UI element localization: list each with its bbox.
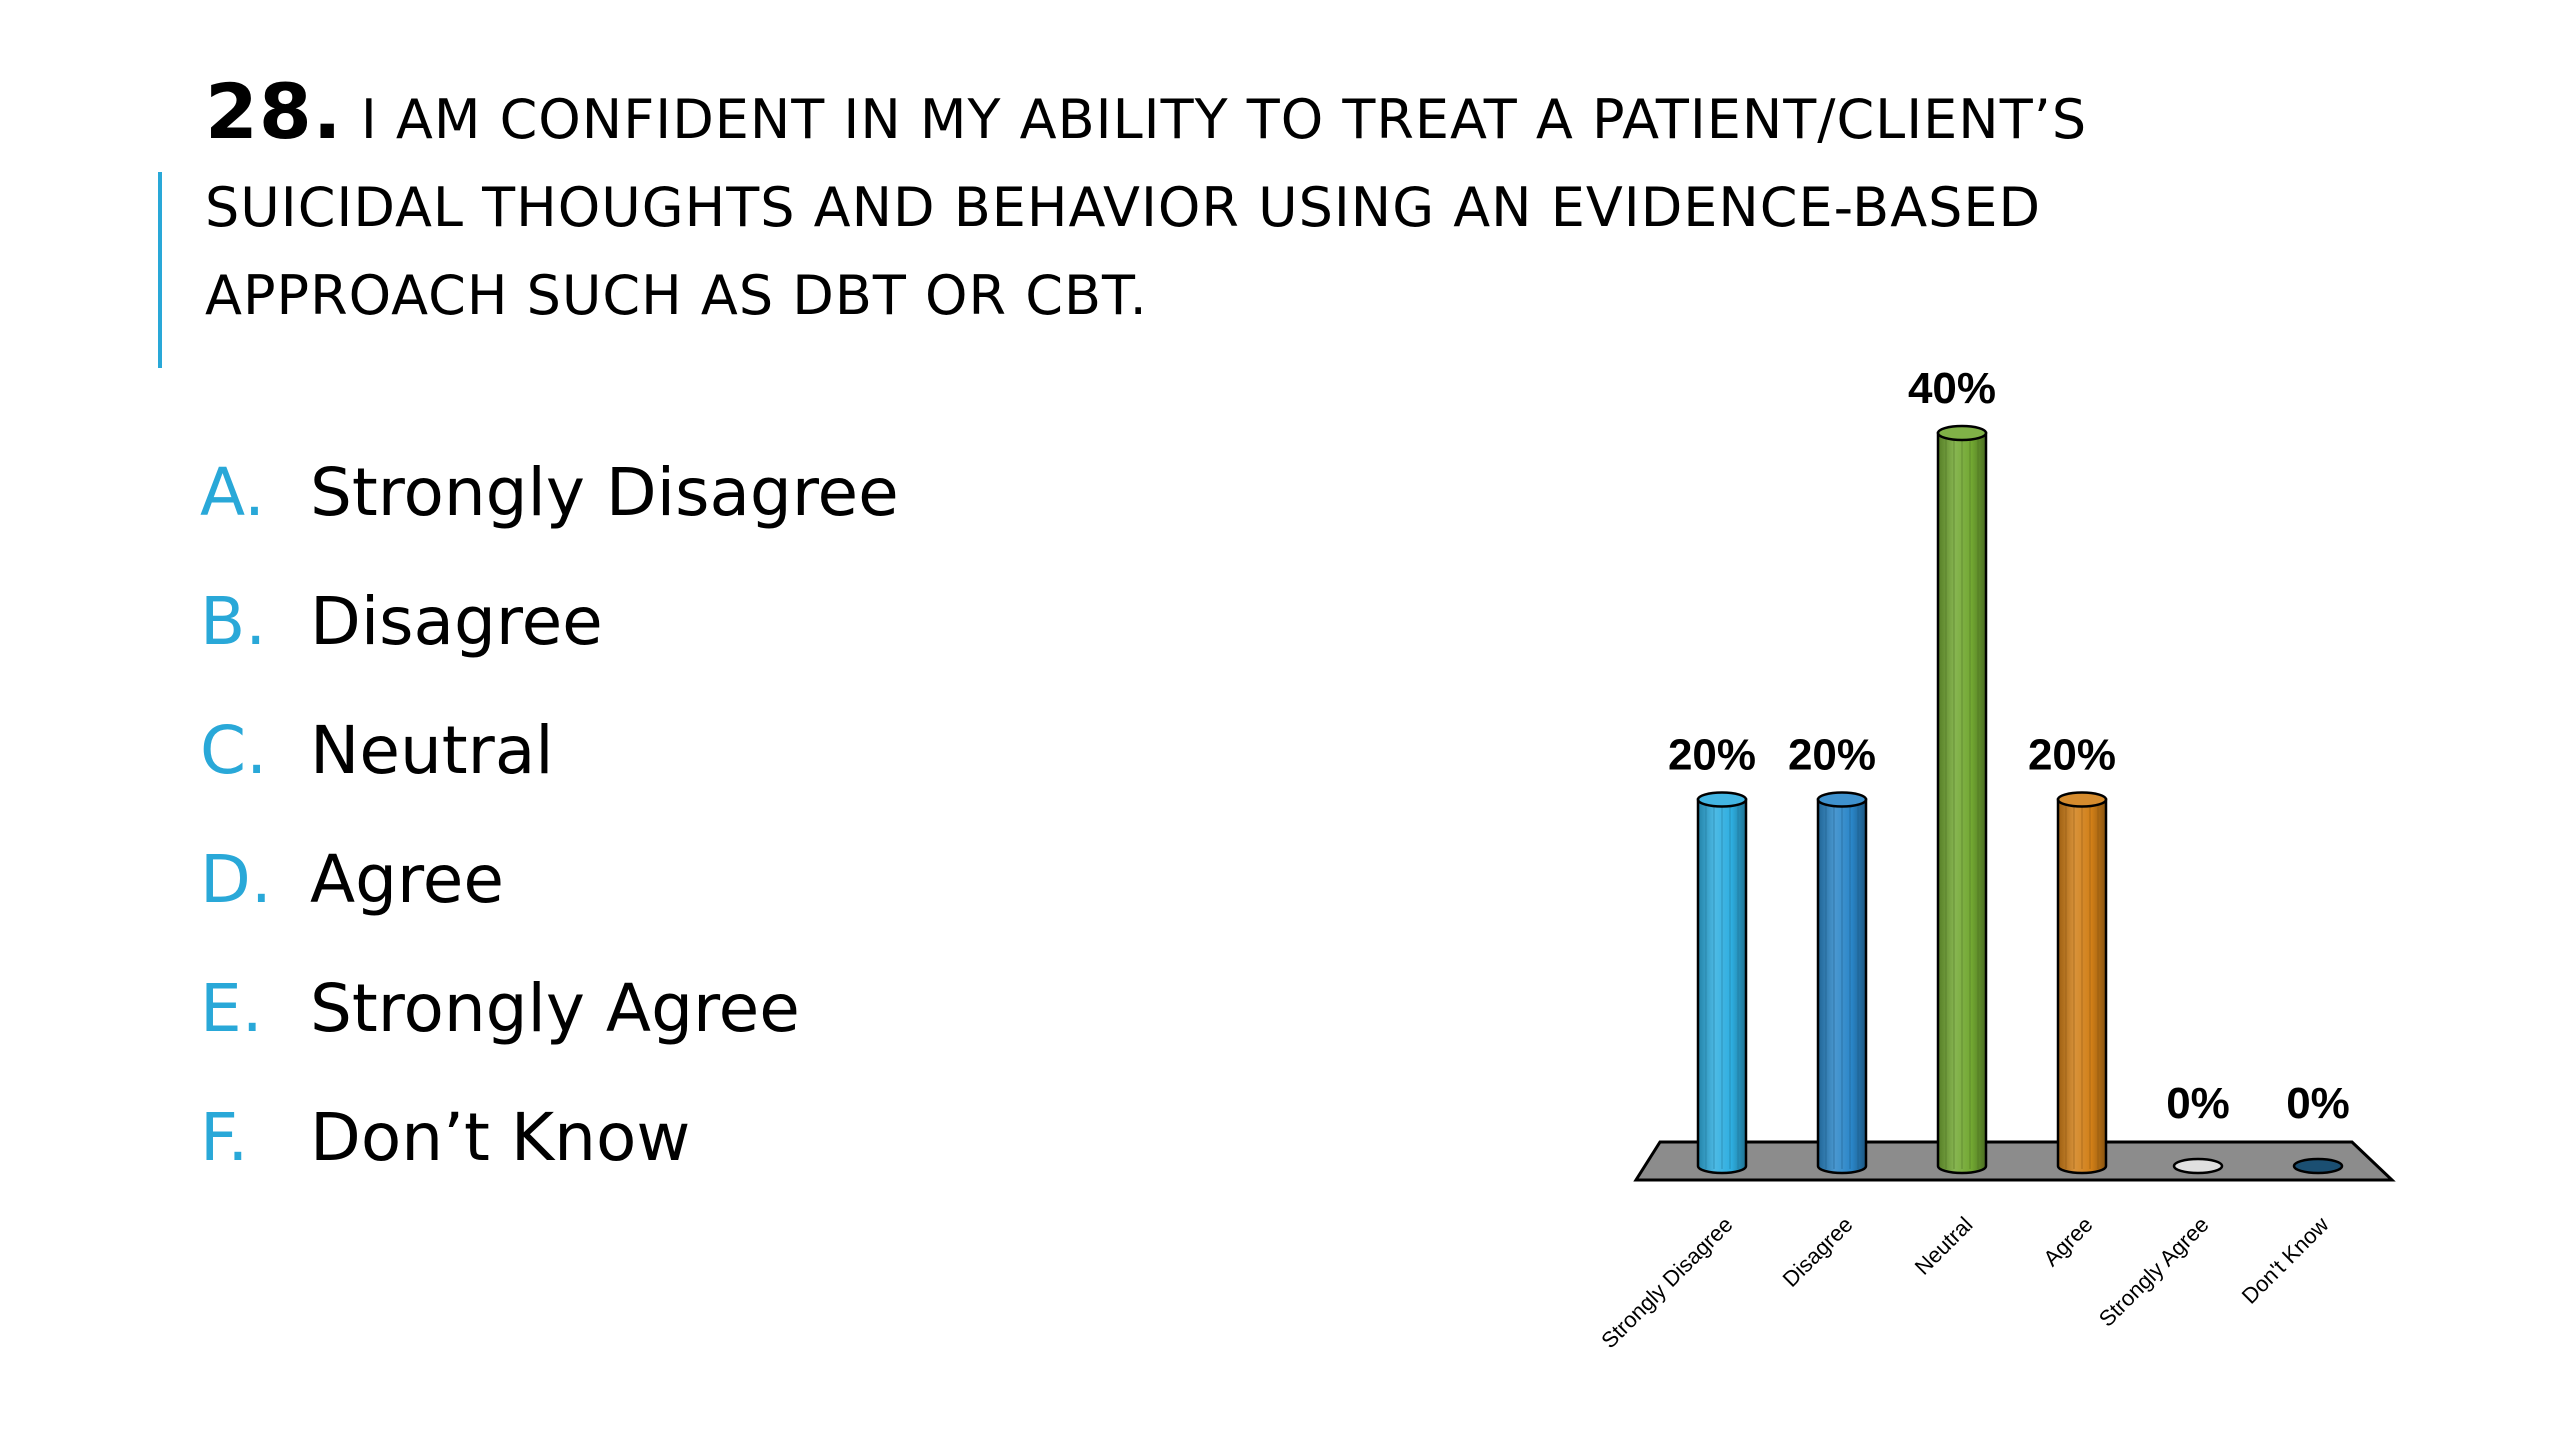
category-label: Strongly Agree [2094, 1212, 2214, 1332]
option-text: Agree [310, 841, 504, 918]
bar-top [1816, 791, 1868, 808]
data-label: 20% [2028, 731, 2116, 780]
option-text: Strongly Agree [310, 970, 800, 1047]
bar-disc [2292, 1157, 2344, 1175]
bar-0 [1696, 791, 1748, 1175]
title-line-1: I AM CONFIDENT IN MY ABILITY TO TREAT A … [360, 88, 2088, 151]
bar-disc [2172, 1157, 2224, 1175]
bar-2 [1936, 424, 1988, 1175]
answer-option: C. Neutral [200, 686, 899, 815]
bar-top [2056, 791, 2108, 808]
category-label: Agree [2038, 1212, 2097, 1271]
option-text: Disagree [310, 583, 603, 660]
answer-option: B. Disagree [200, 557, 899, 686]
bar-top [1936, 424, 1988, 442]
title-line-3: APPROACH SUCH AS DBT OR CBT. [205, 264, 1148, 327]
data-label: 0% [2166, 1079, 2230, 1128]
bar-4 [2172, 1157, 2224, 1175]
option-letter: F. [200, 1099, 249, 1176]
option-text: Strongly Disagree [310, 454, 899, 531]
answer-option: D. Agree [200, 815, 899, 944]
data-label: 40% [1908, 364, 1996, 413]
option-text: Don’t Know [310, 1099, 691, 1176]
category-label: Disagree [1778, 1212, 1858, 1292]
title-line-2: SUICIDAL THOUGHTS AND BEHAVIOR USING AN … [205, 176, 2042, 239]
answer-option: A. Strongly Disagree [200, 428, 899, 557]
category-label: Strongly Disagree [1596, 1212, 1737, 1353]
option-letter: C. [200, 712, 268, 789]
question-number: 28. [205, 67, 343, 156]
category-label: Neutral [1910, 1212, 1978, 1280]
option-letter: A. [200, 454, 265, 531]
answer-options: A. Strongly Disagree B. Disagree C. Neut… [200, 428, 899, 1202]
answer-option: F. Don’t Know [200, 1073, 899, 1202]
title-accent-bar [158, 172, 162, 368]
option-letter: D. [200, 841, 272, 918]
answer-option: E. Strongly Agree [200, 944, 899, 1073]
option-letter: E. [200, 970, 263, 1047]
bar-5 [2292, 1157, 2344, 1175]
bar-1 [1816, 791, 1868, 1175]
data-label: 20% [1668, 731, 1756, 780]
option-text: Neutral [310, 712, 554, 789]
category-label: Don't Know [2237, 1212, 2334, 1309]
bar-top [1696, 791, 1748, 808]
option-letter: B. [200, 583, 267, 660]
data-label: 0% [2286, 1079, 2350, 1128]
data-label: 20% [1788, 731, 1876, 780]
chart-floor [1633, 1140, 2396, 1182]
bar-3 [2056, 791, 2108, 1175]
slide-title: 28. I AM CONFIDENT IN MY ABILITY TO TREA… [205, 68, 2355, 340]
